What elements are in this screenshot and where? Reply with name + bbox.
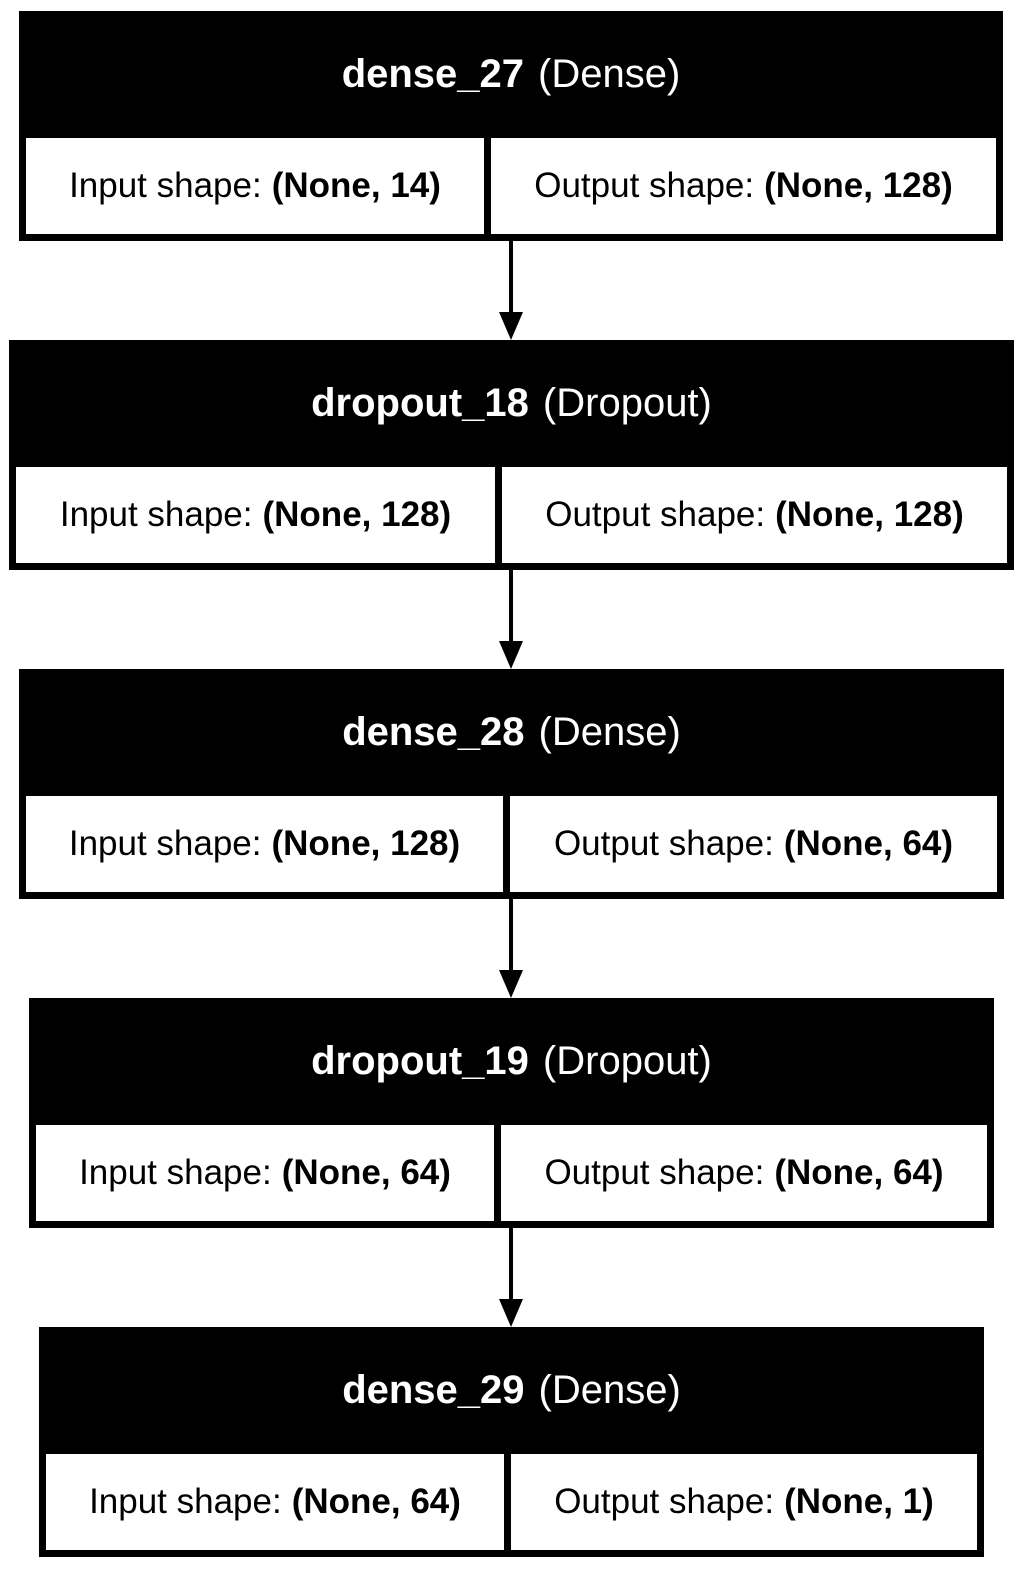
output-shape-value: (None, 128) [764,166,953,205]
output-shape-label: Output shape: [544,1153,765,1192]
output-shape-cell: Output shape: (None, 128) [502,467,1007,563]
layer-name: dense_28 [342,710,525,754]
input-shape-cell: Input shape: (None, 128) [26,796,503,892]
output-shape-label: Output shape: [554,1482,775,1521]
output-shape-value: (None, 64) [783,824,954,863]
layer-node-dense-29: dense_29 (Dense) Input shape: (None, 64)… [39,1327,984,1557]
output-shape-value: (None, 128) [775,495,964,534]
input-shape-cell: Input shape: (None, 14) [26,138,484,234]
output-shape-cell: Output shape: (None, 64) [501,1125,987,1221]
arrow-dense28-to-dropout19 [499,899,523,998]
layer-type: (Dropout) [542,381,712,425]
arrow-dropout19-to-dense29 [499,1228,523,1327]
input-shape-value: (None, 64) [291,1482,461,1521]
output-shape-label: Output shape: [545,495,766,534]
input-shape-cell: Input shape: (None, 64) [46,1454,504,1550]
layer-type: (Dense) [538,1368,681,1412]
output-shape-cell: Output shape: (None, 128) [491,138,996,234]
input-shape-label: Input shape: [69,166,262,205]
input-shape-cell: Input shape: (None, 128) [16,467,495,563]
layer-node-dropout-19: dropout_19 (Dropout) Input shape: (None,… [29,998,994,1228]
layer-name: dropout_19 [311,1039,529,1083]
input-shape-value: (None, 14) [271,166,441,205]
input-shape-value: (None, 64) [281,1153,451,1192]
output-shape-cell: Output shape: (None, 64) [510,796,997,892]
input-shape-value: (None, 128) [271,824,461,863]
output-shape-value: (None, 64) [774,1153,944,1192]
output-shape-label: Output shape: [534,166,755,205]
output-shape-value: (None, 1) [784,1482,934,1521]
layer-type: (Dropout) [542,1039,712,1083]
layer-header: dense_27 (Dense) [26,18,996,131]
input-shape-label: Input shape: [79,1153,272,1192]
layer-type: (Dense) [538,710,681,754]
layer-name: dense_27 [341,52,525,96]
layer-node-dropout-18: dropout_18 (Dropout) Input shape: (None,… [9,340,1014,570]
arrow-dropout18-to-dense28 [499,570,523,669]
layer-name: dense_29 [342,1368,525,1412]
output-shape-cell: Output shape: (None, 1) [511,1454,977,1550]
input-shape-label: Input shape: [59,495,253,534]
layer-header: dense_29 (Dense) [46,1334,977,1447]
layer-header: dropout_19 (Dropout) [36,1005,987,1118]
input-shape-value: (None, 128) [262,495,452,534]
input-shape-label: Input shape: [68,824,262,863]
layer-node-dense-28: dense_28 (Dense) Input shape: (None, 128… [19,669,1004,899]
layer-type: (Dense) [538,52,681,96]
layer-header: dropout_18 (Dropout) [16,347,1007,460]
layer-node-dense-27: dense_27 (Dense) Input shape: (None, 14)… [19,11,1003,241]
input-shape-label: Input shape: [89,1482,282,1521]
arrow-dense27-to-dropout18 [499,241,523,340]
input-shape-cell: Input shape: (None, 64) [36,1125,494,1221]
layer-name: dropout_18 [311,381,529,425]
layer-header: dense_28 (Dense) [26,676,997,789]
output-shape-label: Output shape: [553,824,774,863]
